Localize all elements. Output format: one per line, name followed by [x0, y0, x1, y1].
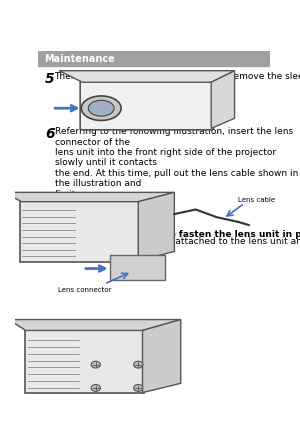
Text: Lens connector: Lens connector	[58, 287, 111, 293]
Text: The 4 lens unit screws are attached to the lens unit and cannot be removed.: The 4 lens unit screws are attached to t…	[55, 237, 300, 246]
Polygon shape	[142, 320, 181, 393]
Polygon shape	[9, 320, 181, 330]
Text: 172: 172	[146, 367, 162, 376]
Circle shape	[88, 100, 114, 116]
Polygon shape	[59, 71, 235, 82]
Circle shape	[134, 361, 143, 368]
Polygon shape	[138, 192, 174, 261]
Text: Referring to the following illustration, insert the lens connector of the
lens u: Referring to the following illustration,…	[55, 127, 298, 198]
FancyBboxPatch shape	[80, 81, 214, 130]
Circle shape	[81, 96, 121, 120]
Circle shape	[91, 385, 101, 391]
Text: 7: 7	[45, 229, 55, 243]
FancyBboxPatch shape	[110, 255, 165, 280]
FancyBboxPatch shape	[25, 330, 144, 393]
Polygon shape	[211, 71, 235, 128]
Text: Tighten the 4 screws to fasten the lens unit in place.: Tighten the 4 screws to fasten the lens …	[55, 229, 300, 239]
Circle shape	[91, 361, 101, 368]
Bar	[38, 51, 270, 66]
Text: Maintenance: Maintenance	[44, 53, 115, 64]
FancyBboxPatch shape	[20, 201, 139, 262]
Polygon shape	[4, 192, 174, 202]
Circle shape	[134, 385, 143, 391]
Text: Lens cable: Lens cable	[238, 197, 275, 203]
Text: 6: 6	[45, 127, 55, 141]
Text: 5: 5	[45, 73, 55, 86]
Text: Then turn the projector back over and remove the sleeve.: Then turn the projector back over and re…	[55, 73, 300, 81]
